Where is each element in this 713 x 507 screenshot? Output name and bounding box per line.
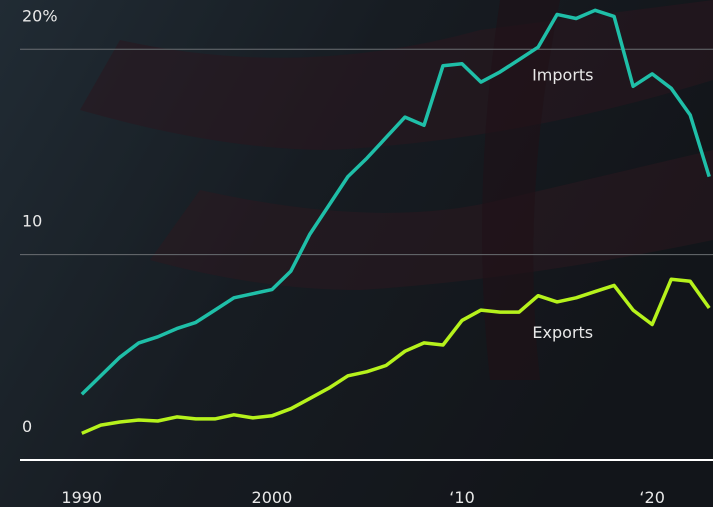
y-tick-label: 0	[22, 417, 32, 436]
series-line	[81, 277, 711, 435]
series-label: Imports	[532, 65, 593, 84]
series-label: Exports	[532, 323, 593, 342]
series-line	[80, 8, 711, 396]
flag-stripe	[482, 0, 560, 380]
y-tick-label: 20%	[22, 6, 58, 25]
flag-stripe	[80, 0, 713, 150]
x-tick-label: 1990	[61, 488, 102, 507]
y-tick-label: 10	[22, 212, 42, 231]
x-tick-label: ‘10	[449, 488, 474, 507]
x-tick-label: 2000	[252, 488, 293, 507]
x-tick-label: ‘20	[639, 488, 664, 507]
